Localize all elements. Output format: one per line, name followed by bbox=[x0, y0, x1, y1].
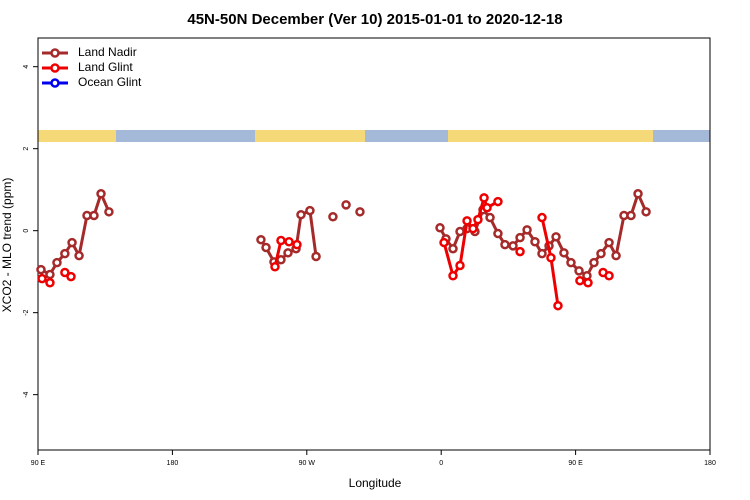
y-tick-label: 4 bbox=[23, 65, 30, 69]
point bbox=[589, 257, 599, 268]
point bbox=[67, 237, 77, 248]
point bbox=[551, 232, 561, 242]
land-ocean-strip bbox=[38, 130, 710, 142]
point bbox=[508, 241, 518, 251]
point bbox=[256, 234, 266, 245]
point bbox=[611, 250, 621, 261]
point bbox=[52, 257, 62, 268]
y-tick-label: -4 bbox=[23, 391, 30, 397]
legend-marker bbox=[50, 48, 60, 58]
point bbox=[305, 205, 315, 216]
point bbox=[604, 237, 614, 248]
point bbox=[515, 246, 525, 257]
point bbox=[522, 225, 532, 235]
x-tick-label: 90 W bbox=[299, 460, 316, 467]
point bbox=[96, 189, 106, 199]
point bbox=[462, 216, 472, 226]
point bbox=[261, 242, 271, 253]
point bbox=[633, 189, 643, 199]
point bbox=[328, 211, 338, 222]
y-tick-label: -2 bbox=[23, 309, 30, 315]
point bbox=[296, 209, 306, 220]
point bbox=[559, 248, 569, 258]
point bbox=[500, 239, 510, 250]
point bbox=[596, 248, 606, 259]
point bbox=[355, 207, 365, 217]
point bbox=[104, 207, 114, 217]
point bbox=[270, 262, 280, 272]
point bbox=[455, 260, 465, 271]
point bbox=[37, 273, 47, 284]
point bbox=[66, 271, 76, 282]
y-tick-label: 2 bbox=[23, 147, 30, 151]
x-tick-label: 180 bbox=[704, 460, 716, 467]
point bbox=[435, 223, 445, 233]
point bbox=[493, 228, 503, 239]
point bbox=[283, 248, 293, 258]
y-tick-label: 0 bbox=[23, 229, 30, 233]
point bbox=[448, 243, 458, 254]
y-axis-label: XCO2 - MLO trend (ppm) bbox=[0, 178, 14, 313]
point bbox=[45, 269, 55, 280]
point bbox=[583, 277, 593, 288]
point bbox=[468, 223, 478, 234]
x-tick-label: 90 E bbox=[31, 460, 46, 467]
chart-title: 45N-50N December (Ver 10) 2015-01-01 to … bbox=[187, 11, 562, 28]
point bbox=[45, 277, 55, 288]
point bbox=[530, 236, 540, 247]
legend-label: Ocean Glint bbox=[78, 75, 142, 89]
point bbox=[89, 210, 99, 221]
legend-marker bbox=[50, 63, 60, 73]
point bbox=[479, 193, 489, 203]
legend-marker bbox=[50, 78, 60, 88]
point bbox=[60, 267, 70, 278]
point bbox=[626, 210, 636, 221]
point bbox=[311, 251, 321, 262]
point bbox=[439, 237, 449, 248]
point bbox=[341, 200, 351, 210]
point bbox=[473, 214, 483, 225]
point bbox=[574, 266, 584, 276]
point bbox=[482, 202, 492, 213]
point bbox=[276, 235, 286, 246]
x-axis-label: Longitude bbox=[349, 476, 402, 490]
legend-label: Land Glint bbox=[78, 60, 133, 74]
point bbox=[641, 207, 651, 217]
point bbox=[485, 212, 495, 223]
plot-frame bbox=[37, 37, 711, 451]
point bbox=[537, 248, 547, 259]
legend-label: Land Nadir bbox=[78, 45, 137, 59]
point bbox=[604, 271, 614, 281]
x-tick-label: 90 E bbox=[568, 460, 583, 467]
point bbox=[515, 232, 525, 243]
x-tick-label: 0 bbox=[439, 460, 443, 467]
point bbox=[546, 252, 556, 263]
point bbox=[553, 300, 563, 311]
point bbox=[537, 212, 547, 223]
point bbox=[575, 275, 585, 286]
point bbox=[60, 248, 70, 259]
point bbox=[284, 236, 294, 247]
x-tick-label: 180 bbox=[167, 460, 179, 467]
point bbox=[493, 196, 503, 207]
point bbox=[448, 271, 458, 281]
point bbox=[292, 239, 302, 250]
point bbox=[74, 250, 84, 261]
point bbox=[36, 264, 46, 275]
point bbox=[566, 257, 576, 268]
